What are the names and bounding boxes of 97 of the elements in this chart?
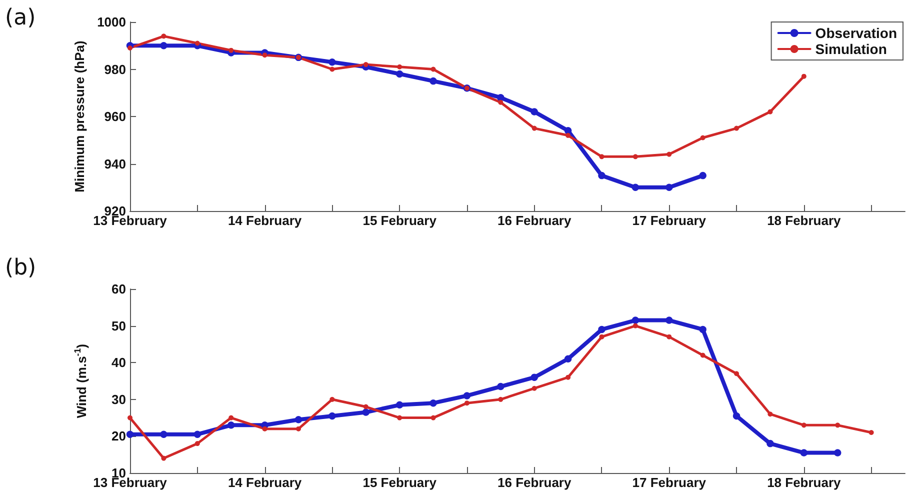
point bbox=[598, 172, 606, 180]
point bbox=[161, 34, 166, 39]
x-tick-label: 15 February bbox=[362, 213, 438, 228]
y-tick-label: 940 bbox=[104, 156, 126, 172]
point bbox=[330, 396, 335, 402]
point bbox=[530, 108, 538, 116]
point bbox=[734, 371, 740, 376]
point bbox=[768, 412, 773, 417]
point bbox=[835, 422, 840, 428]
point bbox=[160, 430, 168, 438]
point bbox=[699, 326, 706, 334]
point bbox=[566, 374, 571, 380]
point bbox=[532, 126, 537, 131]
point bbox=[430, 399, 437, 407]
point bbox=[396, 401, 404, 409]
point bbox=[666, 152, 672, 157]
y-tick-label: 30 bbox=[112, 392, 126, 407]
point bbox=[362, 408, 370, 416]
y-tick-label: 20 bbox=[112, 428, 126, 444]
point bbox=[700, 135, 706, 140]
point bbox=[564, 355, 572, 363]
point bbox=[497, 382, 504, 390]
x-tick-label: 18 February bbox=[767, 213, 842, 228]
point bbox=[598, 326, 606, 334]
point bbox=[161, 456, 166, 461]
point bbox=[463, 392, 471, 400]
point bbox=[530, 374, 538, 381]
point bbox=[599, 154, 604, 160]
point bbox=[296, 426, 301, 432]
y-tick-label: 980 bbox=[104, 62, 126, 77]
y-tick-label: 960 bbox=[104, 109, 126, 124]
point bbox=[363, 62, 368, 68]
x-tick-label: 16 February bbox=[497, 213, 572, 228]
y-axis-title: Wind (m.s-1) bbox=[72, 344, 89, 418]
point bbox=[262, 52, 268, 58]
x-tick-label: 17 February bbox=[632, 213, 707, 228]
point bbox=[430, 415, 436, 420]
point bbox=[801, 422, 806, 428]
point bbox=[632, 154, 638, 160]
x-tick-label: 14 February bbox=[228, 213, 302, 228]
y-tick-label: 60 bbox=[112, 282, 126, 296]
x-tick-label: 16 February bbox=[497, 475, 572, 490]
point bbox=[194, 40, 200, 46]
point bbox=[732, 412, 740, 420]
chart-title: (b) bbox=[5, 256, 36, 280]
point bbox=[160, 42, 168, 50]
point bbox=[262, 426, 268, 432]
point bbox=[328, 58, 336, 66]
point bbox=[666, 334, 672, 340]
point bbox=[699, 172, 706, 180]
point bbox=[228, 415, 234, 420]
point bbox=[228, 48, 234, 53]
x-tick-label: 18 February bbox=[767, 475, 842, 490]
point bbox=[768, 109, 773, 114]
legend-label: Observation bbox=[815, 25, 898, 41]
point bbox=[194, 430, 202, 438]
point bbox=[430, 66, 436, 72]
point bbox=[227, 422, 235, 429]
point bbox=[498, 100, 504, 105]
y-tick-label: 1000 bbox=[97, 14, 126, 30]
point bbox=[666, 316, 673, 324]
x-tick-label: 14 February bbox=[228, 475, 302, 490]
point bbox=[328, 412, 336, 420]
point bbox=[632, 184, 640, 191]
legend-label: Simulation bbox=[815, 41, 887, 57]
point bbox=[396, 70, 404, 78]
point bbox=[632, 316, 640, 324]
point bbox=[294, 416, 302, 424]
point bbox=[397, 64, 402, 70]
y-tick-label: 50 bbox=[112, 318, 126, 334]
chart-title: (a) bbox=[5, 6, 36, 30]
point bbox=[599, 334, 604, 340]
point bbox=[834, 449, 842, 456]
point bbox=[330, 66, 335, 72]
point bbox=[430, 77, 437, 85]
point bbox=[464, 400, 470, 406]
y-axis-title: Minimum pressure (hPa) bbox=[72, 40, 88, 192]
point bbox=[397, 415, 402, 420]
x-tick-label: 15 February bbox=[362, 475, 438, 490]
point bbox=[126, 430, 134, 438]
point bbox=[128, 415, 132, 420]
point bbox=[498, 396, 504, 402]
point bbox=[532, 386, 537, 391]
y-tick-label: 40 bbox=[112, 355, 126, 370]
x-tick-label: 17 February bbox=[632, 475, 707, 490]
point bbox=[801, 74, 806, 79]
point bbox=[766, 440, 774, 448]
point bbox=[868, 430, 874, 436]
point bbox=[632, 323, 638, 328]
point bbox=[566, 132, 571, 138]
point bbox=[666, 184, 673, 191]
point bbox=[700, 352, 706, 358]
point bbox=[194, 441, 200, 446]
point bbox=[800, 449, 808, 456]
point bbox=[128, 45, 132, 50]
point bbox=[734, 126, 740, 131]
point bbox=[363, 404, 368, 410]
